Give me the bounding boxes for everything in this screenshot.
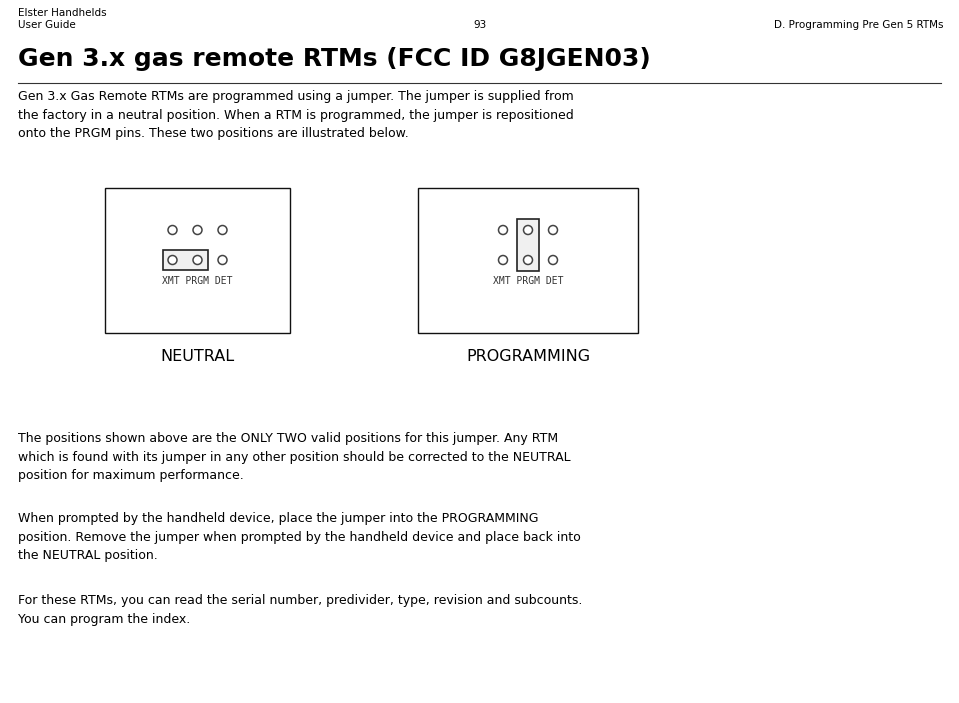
- Circle shape: [524, 255, 532, 264]
- Text: Elster Handhelds: Elster Handhelds: [18, 8, 106, 18]
- Bar: [105, 188, 290, 333]
- Circle shape: [524, 226, 532, 235]
- Text: Gen 3.x gas remote RTMs (FCC ID G8JGEN03): Gen 3.x gas remote RTMs (FCC ID G8JGEN03…: [18, 47, 651, 71]
- Circle shape: [218, 226, 227, 235]
- Circle shape: [499, 255, 507, 264]
- Text: NEUTRAL: NEUTRAL: [160, 349, 235, 364]
- Text: 93: 93: [474, 20, 486, 30]
- Bar: [418, 188, 638, 333]
- Text: For these RTMs, you can read the serial number, predivider, type, revision and s: For these RTMs, you can read the serial …: [18, 594, 582, 626]
- Text: When prompted by the handheld device, place the jumper into the PROGRAMMING
posi: When prompted by the handheld device, pl…: [18, 512, 581, 562]
- Text: XMT PRGM DET: XMT PRGM DET: [162, 276, 233, 286]
- Circle shape: [168, 255, 177, 264]
- Circle shape: [193, 226, 202, 235]
- Bar: [162, 250, 207, 270]
- Bar: [517, 219, 539, 271]
- Circle shape: [499, 226, 507, 235]
- Circle shape: [549, 255, 557, 264]
- Text: D. Programming Pre Gen 5 RTMs: D. Programming Pre Gen 5 RTMs: [775, 20, 944, 30]
- Circle shape: [549, 226, 557, 235]
- Circle shape: [218, 255, 227, 264]
- Text: Gen 3.x Gas Remote RTMs are programmed using a jumper. The jumper is supplied fr: Gen 3.x Gas Remote RTMs are programmed u…: [18, 90, 573, 140]
- Circle shape: [193, 255, 202, 264]
- Text: User Guide: User Guide: [18, 20, 76, 30]
- Text: PROGRAMMING: PROGRAMMING: [466, 349, 590, 364]
- Text: XMT PRGM DET: XMT PRGM DET: [493, 276, 563, 286]
- Circle shape: [168, 226, 177, 235]
- Text: The positions shown above are the ONLY TWO valid positions for this jumper. Any : The positions shown above are the ONLY T…: [18, 432, 571, 482]
